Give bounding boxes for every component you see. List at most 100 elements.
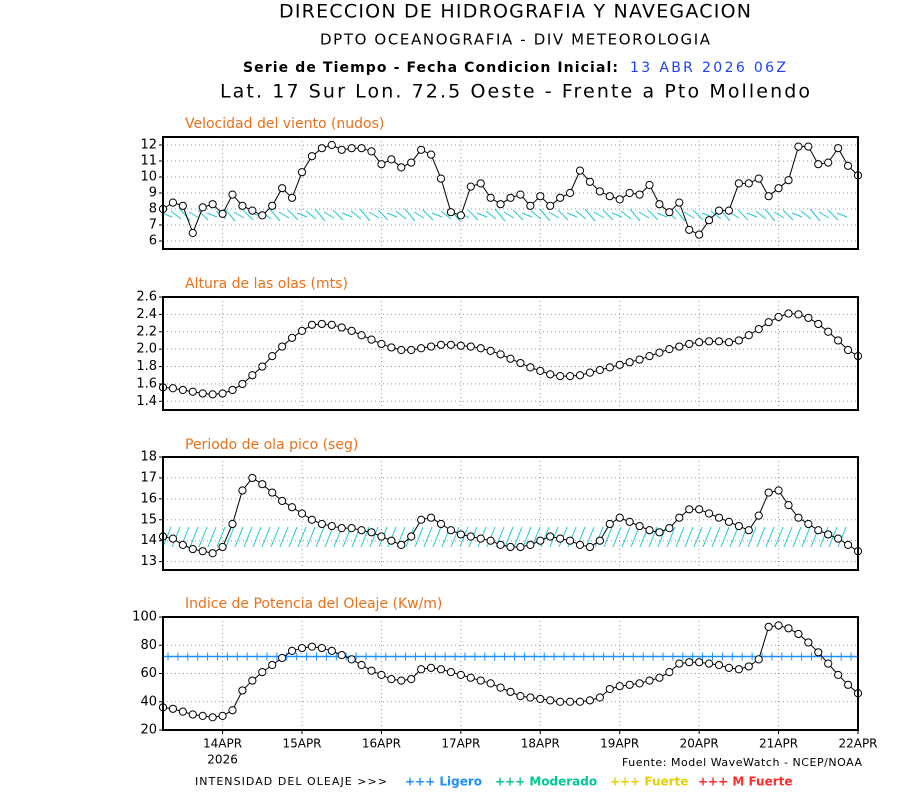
point: [268, 488, 277, 497]
direction-hatch: [683, 211, 695, 219]
point: [814, 648, 823, 657]
point: [556, 697, 565, 706]
point: [238, 686, 247, 695]
point: [357, 526, 366, 535]
direction-hatch: [360, 526, 370, 548]
plot-frame: [162, 296, 859, 411]
y-tick-label: 1.4: [136, 394, 157, 409]
point: [695, 230, 704, 239]
direction-hatch: [522, 526, 532, 548]
direction-hatch: [225, 526, 235, 548]
point: [615, 195, 624, 204]
direction-hatch: [765, 526, 775, 548]
point: [595, 693, 604, 702]
direction-hatch: [269, 208, 281, 222]
point: [287, 646, 297, 656]
panel-title: Periodo de ola pico (seg): [185, 437, 358, 453]
point: [516, 190, 525, 199]
direction-hatch: [737, 209, 749, 221]
point: [784, 309, 793, 318]
direction-hatch: [783, 526, 793, 548]
direction-hatch: [288, 526, 298, 548]
point: [585, 542, 595, 552]
direction-hatch: [800, 210, 812, 220]
point: [327, 320, 336, 329]
point: [248, 206, 257, 215]
point: [228, 385, 237, 395]
point: [198, 389, 207, 398]
point: [595, 187, 604, 196]
direction-hatch: [827, 209, 839, 221]
point: [645, 352, 654, 361]
direction-hatch: [314, 208, 326, 222]
direction-hatch: [548, 211, 560, 219]
point: [357, 660, 366, 670]
point: [526, 693, 535, 702]
direction-hatch: [602, 209, 614, 221]
point: [784, 501, 793, 510]
point: [645, 180, 654, 190]
point: [278, 342, 287, 351]
point: [774, 184, 783, 193]
direction-hatch: [504, 526, 514, 548]
y-tick-label: 9: [149, 186, 157, 201]
point: [317, 319, 326, 329]
point: [307, 320, 317, 329]
point: [486, 346, 495, 355]
direction-hatch: [287, 209, 299, 221]
point: [417, 515, 426, 524]
direction-hatch: [585, 526, 595, 548]
point: [397, 163, 406, 172]
point: [436, 519, 446, 529]
point: [585, 696, 595, 705]
point: [744, 526, 753, 535]
point: [714, 660, 724, 670]
point: [645, 526, 654, 535]
point: [218, 711, 227, 720]
point: [208, 200, 217, 209]
point: [625, 358, 634, 367]
point: [724, 206, 734, 215]
point: [685, 505, 694, 514]
point: [695, 658, 704, 667]
point: [724, 663, 734, 672]
point: [168, 198, 178, 207]
y-tick-label: 1.6: [136, 376, 157, 391]
point: [208, 390, 217, 399]
direction-hatch: [621, 526, 631, 548]
point: [178, 385, 187, 395]
point: [297, 326, 307, 335]
point: [754, 655, 763, 664]
point: [635, 355, 644, 364]
direction-hatch: [323, 211, 335, 219]
y-tick-label: 17: [140, 470, 157, 485]
direction-hatch: [332, 209, 344, 221]
point: [774, 312, 783, 322]
y-tick-label: 8: [149, 202, 157, 217]
point: [287, 193, 297, 202]
point: [317, 144, 326, 153]
direction-hatch: [711, 526, 721, 548]
point: [397, 345, 406, 355]
point: [754, 174, 763, 183]
point: [704, 337, 714, 346]
direction-hatch: [188, 211, 200, 219]
y-tick-label: 2.2: [136, 324, 157, 339]
point: [258, 667, 267, 677]
point: [377, 160, 386, 169]
point: [258, 480, 267, 489]
direction-hatch: [702, 526, 712, 548]
point: [764, 192, 773, 201]
point: [407, 675, 416, 684]
point: [297, 509, 307, 518]
direction-hatch: [692, 209, 704, 221]
point: [367, 528, 376, 537]
point: [417, 665, 426, 674]
point: [248, 676, 257, 685]
point: [218, 389, 227, 398]
point: [625, 188, 634, 198]
point: [198, 203, 207, 212]
y-tick-label: 2.6: [136, 290, 157, 305]
point: [565, 697, 575, 706]
plot-frame: [162, 616, 859, 731]
